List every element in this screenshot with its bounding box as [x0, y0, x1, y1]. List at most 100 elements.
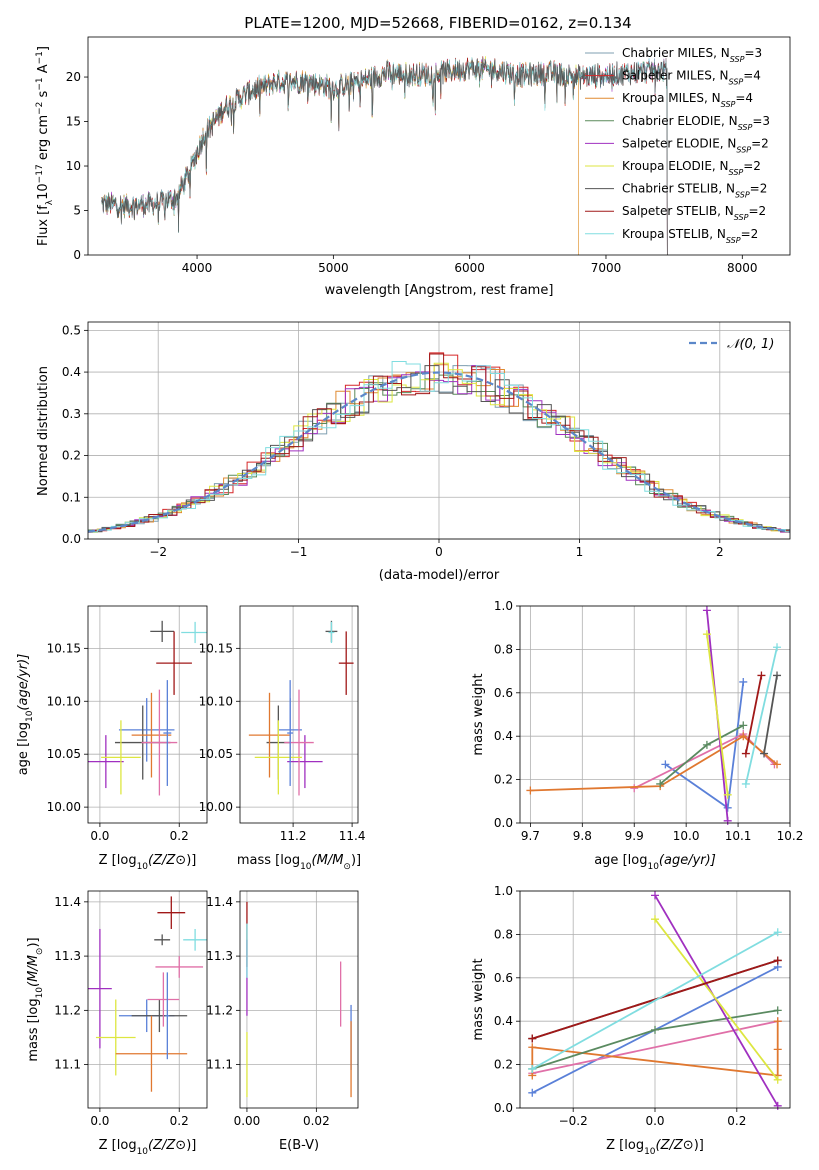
plot-area [240, 891, 358, 1108]
x-tick-label: 6000 [454, 261, 485, 275]
y-tick-label: 0.4 [494, 729, 513, 743]
axes-frame [87, 36, 791, 256]
weight-series-line [531, 931, 779, 1070]
weight-point-marker [773, 956, 782, 965]
y-tick-label: 0.2 [62, 449, 81, 463]
weight-point-marker [773, 928, 782, 937]
y-axis-label-part: ⊙ [35, 948, 45, 956]
x-axis-label: Z [log10(Z/Z⊙)] [99, 1138, 197, 1157]
y-axis-label-part: (age/yr)] [16, 654, 31, 711]
weight-series-line [530, 735, 778, 792]
figure-title: PLATE=1200, MJD=52668, FIBERID=0162, z=0… [244, 14, 631, 32]
y-axis-label: Flux [fλ10−17 erg cm−2 s−1 A−1] [35, 46, 55, 246]
y-axis-label-part: Flux [f [36, 205, 51, 246]
weight-point-marker [773, 760, 782, 769]
x-axis-label-part: ⊙ [175, 1138, 186, 1153]
legend-entry-part: =2 [750, 182, 768, 196]
x-tick-label: 10.2 [777, 829, 804, 843]
x-tick-label: 0.2 [170, 1114, 189, 1128]
y-tick-label: 0.4 [62, 365, 81, 379]
x-axis-label-part: )] [694, 1138, 704, 1153]
histogram-series [88, 361, 790, 533]
legend-entry-label: Salpeter ELODIE, NSSP=2 [622, 136, 769, 154]
legend-entry-label: Salpeter STELIB, NSSP=2 [622, 204, 766, 222]
x-axis-label-part: (Z/Z [148, 1138, 176, 1153]
x-tick-label: 9.9 [625, 829, 644, 843]
y-tick-label: 0.6 [494, 686, 513, 700]
y-axis-label-part: 10 [25, 710, 35, 722]
weight-point-marker [773, 671, 782, 680]
residual-histogram-panel: −2 −1 0 1 2 0.0 0.1 0.2 0.3 0.4 0.5 𝒩(0, 1) (data-mo… [36, 321, 791, 583]
plot-area [520, 606, 790, 823]
axes-frame [519, 605, 791, 824]
x-axis-label: wavelength [Angstrom, rest frame] [325, 283, 554, 298]
y-axis-label-part: 10 [35, 987, 45, 999]
x-tick-label: 1 [576, 545, 584, 559]
x-tick-label: 10.0 [673, 829, 700, 843]
y-tick-label: 11.1 [54, 1058, 81, 1072]
x-tick-label: 9.7 [521, 829, 540, 843]
weight-point-marker [528, 1034, 537, 1043]
legend-normal-label: 𝒩(0, 1) [727, 337, 774, 352]
x-axis-label-part: Z [log [99, 853, 137, 868]
plot-area [88, 606, 207, 823]
y-axis-label-part: 10 [36, 183, 51, 200]
weight-point-marker [528, 1088, 537, 1097]
legend-entry-part: Salpeter MILES, N [622, 69, 729, 83]
legend-entry-part: SSP [721, 100, 736, 109]
y-axis-label-part: erg cm [36, 115, 51, 164]
x-axis-label-part: )] [351, 853, 361, 868]
y-tick-label: 0.5 [62, 323, 81, 337]
y-axis-label: Normed distribution [36, 366, 51, 496]
y-tick-label: 1.0 [494, 884, 513, 898]
axes-frame [239, 890, 359, 1109]
x-axis-label-part: )] [186, 853, 196, 868]
weight-series-line [706, 634, 729, 795]
x-axis-label: mass [log10(M/M⊙)] [237, 853, 361, 872]
x-axis-label-part: (M/M [312, 853, 344, 868]
y-tick-label: 0.2 [494, 1058, 513, 1072]
weight-point-marker [773, 1006, 782, 1015]
axes-frame [87, 890, 208, 1109]
x-tick-label: −2 [149, 545, 167, 559]
y-tick-label: 5 [73, 204, 81, 218]
legend-entry-part: SSP [735, 190, 750, 199]
weight-point-marker [723, 803, 732, 812]
x-axis-label-part: ⊙ [683, 1138, 694, 1153]
x-tick-label: 0.02 [303, 1114, 330, 1128]
legend-entry-part: =3 [752, 114, 770, 128]
legend-entry-part: SSP [730, 55, 745, 64]
weight-vs-age-panel: 9.7 9.8 9.9 10.0 10.1 10.2 0.0 0.2 0.4 0.6 0.8 1.0 a… [471, 599, 803, 872]
x-axis-label: age [log10(age/yr)] [594, 853, 716, 872]
x-tick-label: 0.00 [234, 1114, 261, 1128]
weight-series-line [763, 675, 778, 754]
legend-entry-part: =3 [744, 46, 762, 60]
axes-frame [239, 605, 359, 824]
y-tick-label: 11.2 [54, 1003, 81, 1017]
legend-entry-label: Chabrier ELODIE, NSSP=3 [622, 114, 770, 132]
y-tick-label: 10.00 [199, 800, 233, 814]
y-axis-label-part: )] [26, 937, 41, 947]
spectrum-model-line [101, 58, 668, 255]
y-tick-label: 0.8 [494, 642, 513, 656]
legend-entry-part: Kroupa MILES, N [622, 91, 721, 105]
weight-point-marker [773, 1017, 782, 1026]
weight-point-marker [723, 816, 732, 825]
weight-vs-metallicity-panel: −0.2 0.0 0.2 0.0 0.2 0.4 0.6 0.8 1.0 Z [log10(Z/Z… [471, 884, 791, 1157]
x-axis-label-part: (age/yr)] [659, 853, 716, 868]
x-tick-label: 11.2 [280, 829, 307, 843]
weight-point-marker [741, 749, 750, 758]
weight-point-marker [741, 779, 750, 788]
legend-entry-part: =2 [748, 204, 766, 218]
weight-series-line [532, 1020, 778, 1075]
x-tick-label: 7000 [591, 261, 622, 275]
x-tick-label: 9.8 [573, 829, 592, 843]
y-tick-label: 20 [66, 70, 81, 84]
x-tick-label: 2 [716, 545, 724, 559]
legend-entry-label: Chabrier MILES, NSSP=3 [622, 46, 762, 64]
y-axis-label: mass [log10(M/M⊙)] [26, 937, 45, 1061]
weight-point-marker [651, 891, 659, 900]
x-tick-label: 0.0 [90, 829, 109, 843]
weight-point-marker [773, 1075, 782, 1084]
x-tick-label: 4000 [182, 261, 213, 275]
